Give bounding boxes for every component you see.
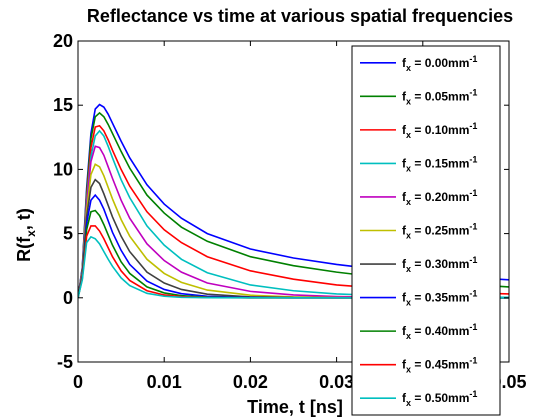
y-tick-label: 10 — [53, 159, 73, 179]
y-tick-label: 20 — [53, 31, 73, 51]
y-tick-label: 5 — [63, 224, 73, 244]
x-tick-label: 0 — [73, 372, 83, 392]
legend-label-3: fx = 0.15mm-1 — [402, 154, 477, 173]
legend-label-1: fx = 0.05mm-1 — [402, 87, 477, 106]
x-tick-label: 0.01 — [147, 372, 182, 392]
legend-label-5: fx = 0.25mm-1 — [402, 222, 477, 241]
legend-label-9: fx = 0.45mm-1 — [402, 356, 477, 375]
y-tick-label: 15 — [53, 95, 73, 115]
legend-label-7: fx = 0.35mm-1 — [402, 289, 477, 308]
legend-label-2: fx = 0.10mm-1 — [402, 121, 477, 140]
legend: fx = 0.00mm-1 fx = 0.05mm-1 fx = 0.10mm-1 f… — [351, 45, 501, 416]
legend-label-6: fx = 0.30mm-1 — [402, 255, 477, 274]
x-tick-label: 0.02 — [233, 372, 268, 392]
y-tick-label: -5 — [57, 352, 73, 372]
x-axis-label: Time, t [ns] — [247, 397, 343, 417]
legend-label-10: fx = 0.50mm-1 — [402, 389, 477, 408]
y-axis-label-tail: , t) — [14, 208, 34, 230]
legend-label-4: fx = 0.20mm-1 — [402, 188, 477, 207]
legend-label-0: fx = 0.00mm-1 — [402, 54, 477, 73]
y-axis-label: R(fx, t) — [14, 208, 38, 262]
svg-text:R(fx, t): R(fx, t) — [14, 208, 38, 262]
y-axis-label-main: R(f — [14, 236, 34, 262]
legend-label-8: fx = 0.40mm-1 — [402, 322, 477, 341]
plot-frame — [77, 40, 510, 363]
x-tick-label: 0.03 — [319, 372, 354, 392]
y-axis-label-sub: x — [24, 230, 38, 237]
chart-title: Reflectance vs time at various spatial f… — [87, 6, 513, 26]
y-tick-label: 0 — [63, 288, 73, 308]
